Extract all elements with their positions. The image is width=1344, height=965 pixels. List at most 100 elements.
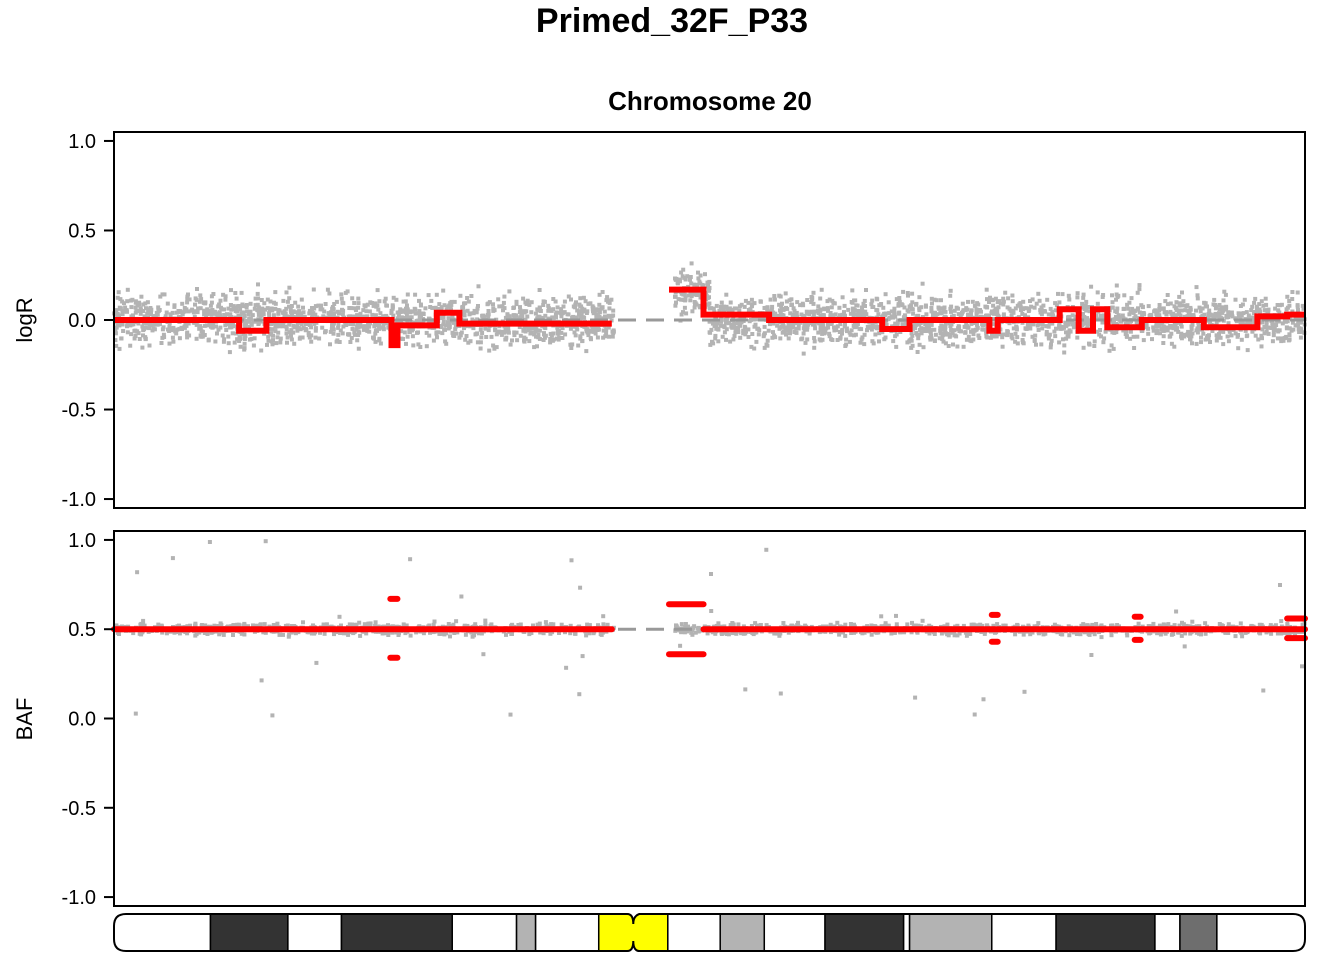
logr-data-point <box>1177 295 1181 299</box>
logr-data-point <box>1021 340 1025 344</box>
logr-data-point <box>377 299 381 303</box>
logr-data-point <box>929 334 933 338</box>
baf-data-point <box>965 634 969 638</box>
logr-data-point <box>862 342 866 346</box>
logr-data-point <box>1010 335 1014 339</box>
logr-data-point <box>1036 324 1040 328</box>
logr-data-point <box>311 312 315 316</box>
logr-data-point <box>1169 332 1173 336</box>
logr-data-point <box>411 334 415 338</box>
logr-data-point <box>554 310 558 314</box>
logr-data-point <box>196 306 200 310</box>
logr-data-point <box>581 315 585 319</box>
logr-data-point <box>462 302 466 306</box>
baf-data-point <box>1028 632 1032 636</box>
logr-data-point <box>594 332 598 336</box>
logr-data-point <box>943 306 947 310</box>
logr-data-point <box>1024 327 1028 331</box>
logr-data-point <box>474 332 478 336</box>
logr-data-point <box>142 327 146 331</box>
logr-data-point <box>1122 307 1126 311</box>
logr-data-point <box>476 304 480 308</box>
logr-data-point <box>349 306 353 310</box>
logr-data-point <box>317 337 321 341</box>
logr-data-point <box>611 309 615 313</box>
logr-data-point <box>584 299 588 303</box>
baf-data-point <box>408 557 412 561</box>
baf-data-point <box>921 619 925 623</box>
logr-data-point <box>206 312 210 316</box>
baf-data-point <box>1183 644 1187 648</box>
logr-data-point <box>802 332 806 336</box>
logr-data-point <box>1061 337 1065 341</box>
logr-data-point <box>466 341 470 345</box>
logr-data-point <box>243 342 247 346</box>
logr-data-point <box>591 307 595 311</box>
logr-data-point <box>354 308 358 312</box>
logr-data-point <box>515 300 519 304</box>
logr-data-point <box>1061 292 1065 296</box>
logr-data-point <box>797 323 801 327</box>
logr-data-point <box>428 305 432 309</box>
logr-data-point <box>728 340 732 344</box>
logr-data-point <box>719 324 723 328</box>
logr-data-point <box>1096 290 1100 294</box>
logr-data-point <box>683 306 687 310</box>
logr-data-point <box>1171 312 1175 316</box>
logr-data-point <box>468 311 472 315</box>
logr-data-point <box>429 299 433 303</box>
logr-data-point <box>304 327 308 331</box>
logr-data-point <box>754 340 758 344</box>
logr-data-point <box>722 324 726 328</box>
logr-data-point <box>402 300 406 304</box>
logr-data-point <box>891 339 895 343</box>
logr-data-point <box>487 349 491 353</box>
logr-data-point <box>1126 307 1130 311</box>
logr-data-point <box>1218 307 1222 311</box>
logr-data-point <box>411 310 415 314</box>
logr-data-point <box>1053 301 1057 305</box>
logr-data-point <box>547 306 551 310</box>
baf-data-point <box>1164 632 1168 636</box>
logr-data-point <box>376 288 380 292</box>
logr-data-point <box>1049 307 1053 311</box>
logr-data-point <box>1039 311 1043 315</box>
logr-data-point <box>1158 303 1162 307</box>
logr-data-point <box>1208 340 1212 344</box>
logr-data-point <box>128 344 132 348</box>
logr-data-point <box>252 344 256 348</box>
logr-data-point <box>723 330 727 334</box>
logr-data-point <box>1076 291 1080 295</box>
logr-data-point <box>312 288 316 292</box>
logr-data-point <box>805 337 809 341</box>
baf-data-point <box>894 614 898 618</box>
logr-data-point <box>1162 334 1166 338</box>
logr-data-point <box>394 298 398 302</box>
logr-data-point <box>805 310 809 314</box>
logr-data-point <box>434 306 438 310</box>
logr-data-point <box>437 302 441 306</box>
baf-data-point <box>779 692 783 696</box>
logr-data-point <box>746 301 750 305</box>
logr-data-point <box>1288 338 1292 342</box>
logr-data-point <box>932 328 936 332</box>
logr-data-point <box>340 301 344 305</box>
logr-data-point <box>820 288 824 292</box>
baf-data-point <box>231 633 235 637</box>
logr-data-point <box>954 334 958 338</box>
logr-data-point <box>1299 327 1303 331</box>
logr-data-point <box>183 325 187 329</box>
logr-data-point <box>415 331 419 335</box>
logr-data-point <box>122 301 126 305</box>
logr-data-point <box>525 315 529 319</box>
baf-data-point <box>1279 619 1283 623</box>
logr-data-point <box>1017 302 1021 306</box>
baf-data-point <box>1261 689 1265 693</box>
logr-data-point <box>844 338 848 342</box>
logr-data-point <box>1163 310 1167 314</box>
logr-data-point <box>272 301 276 305</box>
logr-data-point <box>121 329 125 333</box>
logr-data-point <box>860 309 864 313</box>
logr-data-point <box>502 301 506 305</box>
logr-data-point <box>1001 345 1005 349</box>
